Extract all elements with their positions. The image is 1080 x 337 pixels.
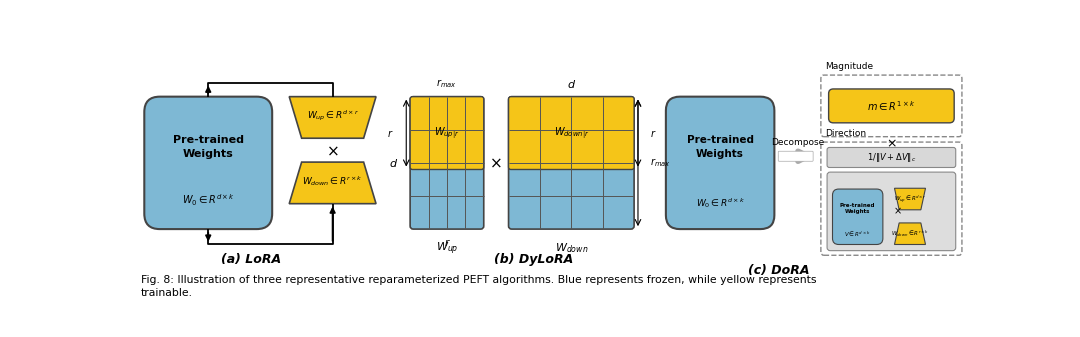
Text: Magnitude: Magnitude — [825, 62, 874, 71]
FancyBboxPatch shape — [666, 97, 774, 229]
Text: $W_{down}\in R^{r\times k}$: $W_{down}\in R^{r\times k}$ — [891, 229, 929, 239]
Text: $d$: $d$ — [567, 78, 576, 90]
Text: Fig. 8: Illustration of three representative reparameterized PEFT algorithms. Bl: Fig. 8: Illustration of three representa… — [141, 275, 816, 299]
Text: $W_{down} \in R^{r\times k}$: $W_{down} \in R^{r\times k}$ — [302, 175, 363, 188]
FancyBboxPatch shape — [410, 97, 484, 170]
Text: $r$: $r$ — [444, 237, 450, 248]
FancyBboxPatch shape — [509, 97, 634, 229]
Text: $r_{max}$: $r_{max}$ — [436, 77, 458, 90]
FancyBboxPatch shape — [828, 89, 954, 123]
Text: (a) LoRA: (a) LoRA — [221, 253, 281, 266]
Text: $W_{down|r}$: $W_{down|r}$ — [554, 125, 589, 141]
Text: $W_{up|r}$: $W_{up|r}$ — [434, 125, 460, 141]
Polygon shape — [894, 223, 926, 244]
Text: $r$: $r$ — [387, 128, 393, 139]
Polygon shape — [289, 162, 376, 204]
Polygon shape — [894, 188, 926, 210]
Text: (c) DoRA: (c) DoRA — [747, 264, 809, 277]
Text: Decompose: Decompose — [771, 138, 824, 147]
Text: Direction: Direction — [825, 129, 866, 138]
Text: $r$: $r$ — [649, 128, 657, 139]
FancyBboxPatch shape — [821, 75, 962, 137]
FancyBboxPatch shape — [827, 148, 956, 167]
Text: $\times$: $\times$ — [886, 138, 896, 151]
Text: $W_{up}\in R^{d\times r}$: $W_{up}\in R^{d\times r}$ — [894, 193, 927, 205]
Text: $r_{max}$: $r_{max}$ — [649, 156, 671, 169]
FancyBboxPatch shape — [827, 172, 956, 251]
Text: $W_0 \in R^{d\times k}$: $W_0 \in R^{d\times k}$ — [696, 196, 745, 210]
Text: Pre-trained
Weights: Pre-trained Weights — [687, 135, 754, 159]
Text: $\times$: $\times$ — [893, 206, 902, 217]
Polygon shape — [289, 97, 376, 138]
FancyBboxPatch shape — [410, 97, 484, 229]
Text: $d$: $d$ — [390, 157, 399, 169]
FancyBboxPatch shape — [833, 189, 882, 244]
Text: $V\in R^{d\times k}$: $V\in R^{d\times k}$ — [845, 230, 870, 239]
FancyBboxPatch shape — [145, 97, 272, 229]
Text: Pre-trained
Weights: Pre-trained Weights — [173, 135, 244, 159]
Text: $W_{up} \in R^{d\times r}$: $W_{up} \in R^{d\times r}$ — [307, 109, 359, 123]
FancyBboxPatch shape — [509, 97, 634, 170]
FancyBboxPatch shape — [779, 151, 813, 161]
Text: $m\in R^{1\times k}$: $m\in R^{1\times k}$ — [867, 99, 916, 113]
Text: $\times$: $\times$ — [326, 144, 339, 159]
Text: $W_{down}$: $W_{down}$ — [555, 241, 588, 255]
FancyBboxPatch shape — [821, 142, 962, 255]
Text: $W_{up}$: $W_{up}$ — [435, 240, 458, 256]
Text: $\times$: $\times$ — [489, 155, 502, 171]
Text: $1/\|V+\Delta V\|_c$: $1/\|V+\Delta V\|_c$ — [867, 151, 916, 164]
Text: (b) DyLoRA: (b) DyLoRA — [495, 253, 573, 266]
Text: Pre-trained
Weights: Pre-trained Weights — [840, 203, 876, 214]
Text: $W_0 \in R^{d\times k}$: $W_0 \in R^{d\times k}$ — [181, 192, 234, 208]
